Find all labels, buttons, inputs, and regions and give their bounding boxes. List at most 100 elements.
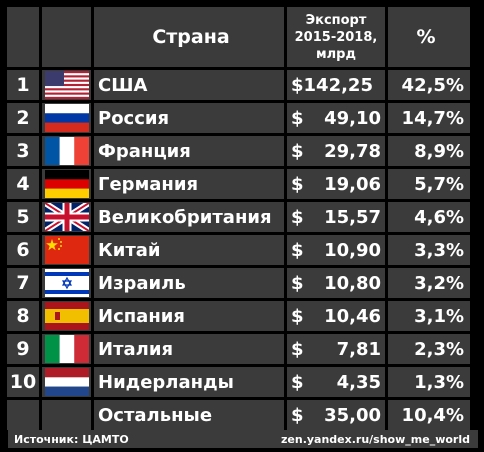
table-row: 2 Россия $49,10 14,7% [7,103,470,133]
percent-cell: 4,6% [388,202,470,232]
export-cell: $10,46 [287,301,385,331]
export-cell: $15,57 [287,202,385,232]
export-cell: $7,81 [287,334,385,364]
percent-cell: 3,2% [388,268,470,298]
header-export-line3: млрд [316,46,356,62]
export-currency: $ [291,173,304,195]
percent-cell: 3,1% [388,301,470,331]
header-row: Страна Экспорт 2015-2018, млрд % [7,7,470,67]
export-currency: $ [291,239,304,261]
footer: Источник: ЦАМТО zen.yandex.ru/show_me_wo… [8,430,478,448]
percent-cell: 2,3% [388,334,470,364]
export-cell: $10,80 [287,268,385,298]
others-country: Остальные [94,400,284,430]
country-cell: Испания [94,301,284,331]
others-row: Остальные $ 35,00 10,4% [7,400,470,430]
rank-cell: 9 [7,334,39,364]
country-cell: США [94,70,284,100]
netherlands-flag [42,367,91,397]
export-currency: $ [291,305,304,327]
export-currency: $ [291,272,304,294]
export-amount: 10,80 [324,272,381,294]
others-rank-cell [7,400,39,430]
country-cell: Китай [94,235,284,265]
rank-cell: 2 [7,103,39,133]
others-flag-cell [42,400,91,430]
export-cell: $142,25 [287,70,385,100]
export-currency: $ [291,338,304,360]
export-cell: $49,10 [287,103,385,133]
others-currency: $ [291,404,304,426]
rank-cell: 1 [7,70,39,100]
rank-cell: 5 [7,202,39,232]
others-export: $ 35,00 [287,400,385,430]
export-amount: 10,46 [324,305,381,327]
source-text: Источник: ЦАМТО [14,433,129,446]
percent-cell: 5,7% [388,169,470,199]
export-cell: $29,78 [287,136,385,166]
israel-flag [42,268,91,298]
header-rank-cell [7,7,39,67]
export-amount: 10,90 [324,239,381,261]
export-table: Страна Экспорт 2015-2018, млрд % 1 США $14… [4,4,473,433]
country-cell: Италия [94,334,284,364]
rank-cell: 6 [7,235,39,265]
header-export: Экспорт 2015-2018, млрд [287,7,385,67]
china-flag [42,235,91,265]
export-currency: $ [291,140,304,162]
export-cell: $10,90 [287,235,385,265]
export-currency: $142,25 [291,74,373,96]
table-row: 8 Испания $10,46 3,1% [7,301,470,331]
export-amount: 19,06 [324,173,381,195]
us-flag [42,70,91,100]
export-amount: 7,81 [336,338,381,360]
country-cell: Великобритания [94,202,284,232]
rank-cell: 7 [7,268,39,298]
percent-cell: 3,3% [388,235,470,265]
spain-flag [42,301,91,331]
france-flag [42,136,91,166]
export-cell: $4,35 [287,367,385,397]
header-export-line2: 2015-2018, [294,29,378,45]
percent-cell: 1,3% [388,367,470,397]
percent-cell: 42,5% [388,70,470,100]
export-amount: 15,57 [324,206,381,228]
header-export-line1: Экспорт [305,12,367,28]
rank-cell: 4 [7,169,39,199]
uk-flag [42,202,91,232]
others-amount: 35,00 [324,404,381,426]
rank-cell: 3 [7,136,39,166]
country-cell: Нидерланды [94,367,284,397]
header-percent: % [388,7,470,67]
table-row: 1 США $142,25 42,5% [7,70,470,100]
country-cell: Германия [94,169,284,199]
table-row: 7 Израиль $10,80 3,2% [7,268,470,298]
rank-cell: 10 [7,367,39,397]
rank-cell: 8 [7,301,39,331]
export-amount: 49,10 [324,107,381,129]
country-cell: Израиль [94,268,284,298]
export-currency: $ [291,371,304,393]
export-amount: 4,35 [336,371,381,393]
site-text: zen.yandex.ru/show_me_world [281,433,470,446]
russia-flag [42,103,91,133]
header-country: Страна [94,7,284,67]
table-row: 3 Франция $29,78 8,9% [7,136,470,166]
italy-flag [42,334,91,364]
export-currency: $ [291,206,304,228]
table-row: 10 Нидерланды $4,35 1,3% [7,367,470,397]
export-currency: $ [291,107,304,129]
export-amount: 29,78 [324,140,381,162]
country-cell: Франция [94,136,284,166]
country-cell: Россия [94,103,284,133]
table-row: 9 Италия $7,81 2,3% [7,334,470,364]
export-cell: $19,06 [287,169,385,199]
table-row: 4 Германия $19,06 5,7% [7,169,470,199]
percent-cell: 8,9% [388,136,470,166]
germany-flag [42,169,91,199]
others-percent: 10,4% [388,400,470,430]
header-flag-cell [42,7,91,67]
table-row: 5 Великобритания $15,57 4,6% [7,202,470,232]
percent-cell: 14,7% [388,103,470,133]
